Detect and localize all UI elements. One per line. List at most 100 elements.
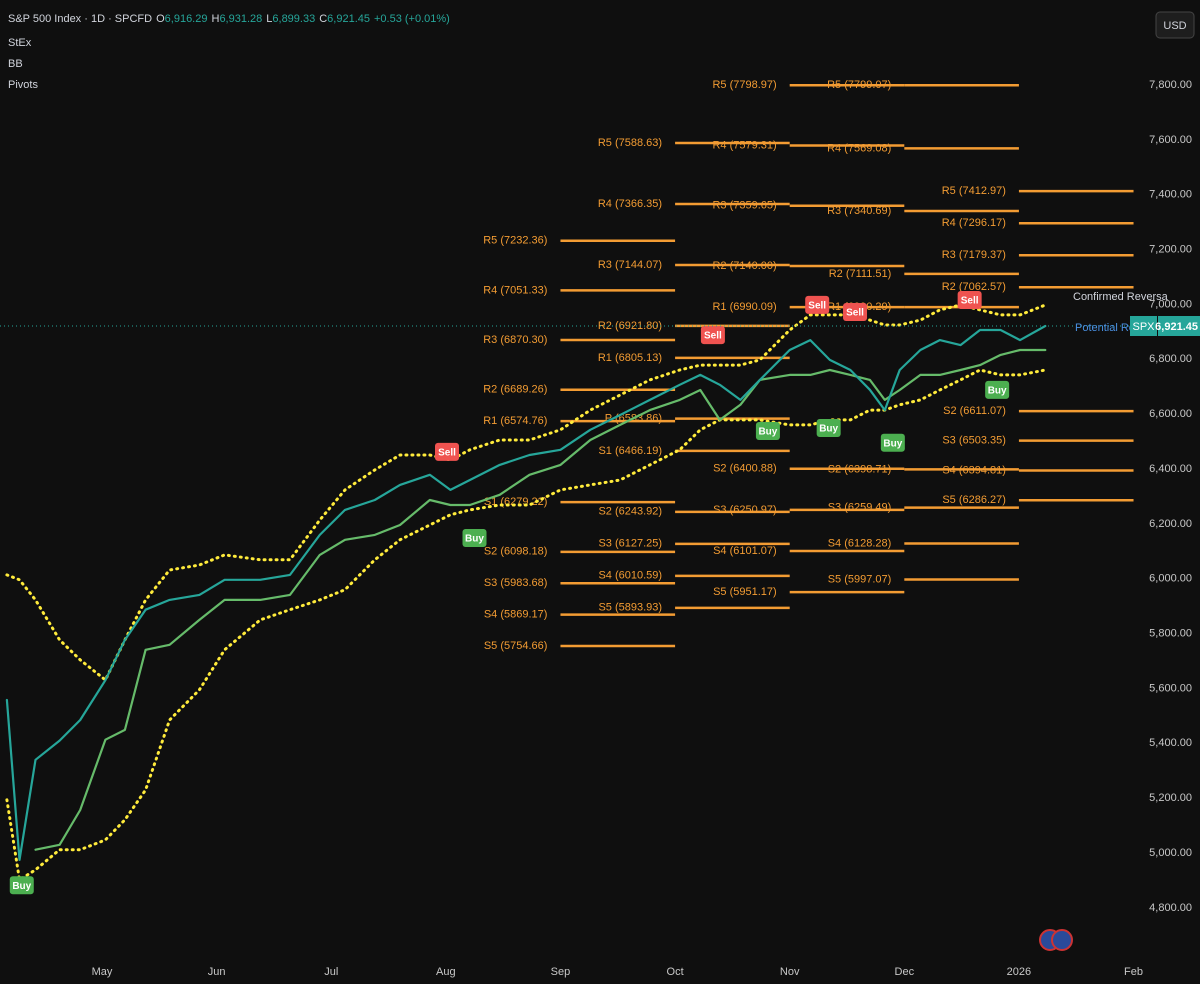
pivot-label: S5 (6286.27) bbox=[942, 494, 1006, 506]
y-tick-label: 7,400.00 bbox=[1149, 189, 1192, 201]
signal-label: Buy bbox=[819, 424, 838, 435]
pivot-label: S3 (6259.49) bbox=[828, 501, 892, 513]
pivot-label: S5 (5893.93) bbox=[598, 602, 662, 614]
indicator-label[interactable]: StEx bbox=[8, 37, 32, 49]
buy-signal bbox=[462, 528, 487, 547]
buy-signal bbox=[9, 876, 34, 895]
y-tick-label: 6,800.00 bbox=[1149, 353, 1192, 365]
pivot-label: R2 (7140.00) bbox=[712, 260, 776, 272]
pivot-label: R2 (6689.26) bbox=[483, 384, 547, 396]
ohlc-value: 6,916.29 bbox=[165, 13, 208, 25]
pivot-label: S3 (6127.25) bbox=[598, 538, 662, 550]
band-line bbox=[5, 368, 1047, 882]
pivot-label: R3 (7359.65) bbox=[712, 200, 776, 212]
pivot-label: S3 (5983.68) bbox=[484, 577, 548, 589]
sell-signal bbox=[843, 303, 868, 322]
pivot-label: S4 (6128.28) bbox=[828, 537, 892, 549]
x-tick-label: May bbox=[92, 966, 113, 978]
signal-label: Buy bbox=[12, 881, 31, 892]
pivot-label: S4 (6394.81) bbox=[942, 464, 1006, 476]
pivot-label: R4 (7296.17) bbox=[942, 217, 1006, 229]
ohlc-value: 6,921.45 bbox=[327, 13, 370, 25]
pivot-label: S5 (5951.17) bbox=[713, 586, 777, 598]
pivot-label: S5 (5997.07) bbox=[828, 573, 892, 585]
indicator-label[interactable]: Pivots bbox=[8, 79, 38, 91]
pivot-label: S4 (6010.59) bbox=[598, 570, 662, 582]
pivot-label: R4 (7569.08) bbox=[827, 142, 891, 154]
currency-label[interactable]: USD bbox=[1163, 20, 1186, 32]
pivot-label: R3 (7144.07) bbox=[598, 259, 662, 271]
pivot-label: R3 (7340.69) bbox=[827, 205, 891, 217]
pivot-label: R1 (6805.13) bbox=[598, 352, 662, 364]
sell-signal bbox=[805, 295, 830, 314]
pivot-label: S2 (6611.07) bbox=[943, 405, 1006, 417]
signal-label: Sell bbox=[438, 448, 456, 459]
currency-button[interactable] bbox=[1155, 11, 1195, 39]
symbol-label: SPX bbox=[1132, 321, 1155, 333]
x-tick-label: Sep bbox=[551, 966, 571, 978]
signal-label: Buy bbox=[883, 438, 902, 449]
y-tick-label: 7,200.00 bbox=[1149, 244, 1192, 256]
sell-signal bbox=[434, 442, 459, 461]
indicator-label[interactable]: BB bbox=[8, 58, 23, 70]
pivot-label: S3 (6503.35) bbox=[942, 435, 1006, 447]
buy-signal bbox=[985, 380, 1010, 399]
buy-signal bbox=[880, 433, 905, 452]
y-tick-label: 5,600.00 bbox=[1149, 682, 1192, 694]
pivot-label: S2 (6398.71) bbox=[828, 463, 892, 475]
ohlc-key: H bbox=[211, 13, 219, 25]
pivot-label: R2 (6921.80) bbox=[598, 320, 662, 332]
signal-label: Buy bbox=[465, 534, 484, 545]
x-tick-label: Nov bbox=[780, 966, 800, 978]
symbol-tag bbox=[1130, 316, 1157, 337]
pivot-label: S4 (5869.17) bbox=[484, 609, 548, 621]
signal-label: Buy bbox=[758, 427, 777, 438]
x-tick-label: Aug bbox=[436, 966, 456, 978]
y-tick-label: 6,200.00 bbox=[1149, 518, 1192, 530]
sell-signal bbox=[957, 290, 982, 309]
ohlc-value: 6,899.33 bbox=[272, 13, 315, 25]
buy-signal bbox=[816, 418, 841, 437]
signal-label: Sell bbox=[704, 331, 722, 342]
pivot-label: R5 (7232.36) bbox=[483, 235, 547, 247]
y-tick-label: 6,000.00 bbox=[1149, 573, 1192, 585]
x-tick-label: Jul bbox=[324, 966, 338, 978]
plot-area: R5 (7232.36) R4 (7051.33) R3 (6870.30) R2 (… bbox=[0, 79, 1145, 895]
y-tick-label: 6,600.00 bbox=[1149, 408, 1192, 420]
pivot-label: R5 (7412.97) bbox=[942, 185, 1006, 197]
y-tick-label: 4,800.00 bbox=[1149, 902, 1192, 914]
signal-label: Sell bbox=[961, 296, 979, 307]
y-tick-label: 7,800.00 bbox=[1149, 79, 1192, 91]
x-tick-label: Dec bbox=[895, 966, 915, 978]
ohlc-key: O bbox=[156, 13, 165, 25]
header: S&P 500 Index · 1D · SPCFD O6,916.29 H6,93… bbox=[8, 13, 450, 25]
series-line bbox=[5, 324, 1047, 861]
series-line bbox=[34, 348, 1047, 851]
x-tick-label: 2026 bbox=[1007, 966, 1031, 978]
pivot-label: R2 (7111.51) bbox=[829, 268, 892, 280]
last-price-tag bbox=[1158, 316, 1200, 337]
x-tick-label: Oct bbox=[667, 966, 684, 978]
ohlc-value: 6,931.28 bbox=[219, 13, 262, 25]
last-price-label: 6,921.45 bbox=[1155, 321, 1198, 333]
pivot-label: R2 (7062.57) bbox=[942, 281, 1006, 293]
pivot-label: R5 (7588.63) bbox=[598, 137, 662, 149]
sell-signal bbox=[700, 326, 725, 345]
flag-icon bbox=[1039, 929, 1073, 951]
y-tick-label: 7,000.00 bbox=[1149, 298, 1192, 310]
signal-label: Buy bbox=[988, 386, 1007, 397]
pivot-label: R4 (7366.35) bbox=[598, 198, 662, 210]
change: +0.53 (+0.01%) bbox=[374, 13, 450, 25]
pivot-label: S2 (6400.88) bbox=[713, 463, 777, 475]
pivot-label: R5 (7799.07) bbox=[827, 79, 891, 91]
signal-label: Sell bbox=[846, 308, 864, 319]
y-tick-label: 5,000.00 bbox=[1149, 847, 1192, 859]
pivot-label: S5 (5754.66) bbox=[484, 640, 548, 652]
x-tick-label: Feb bbox=[1124, 966, 1143, 978]
ohlc-key: L bbox=[266, 13, 272, 25]
pivot-label: R1 (6990.09) bbox=[712, 301, 776, 313]
pivot-label: R4 (7051.33) bbox=[483, 284, 547, 296]
pivot-label: S2 (6243.92) bbox=[598, 506, 662, 518]
